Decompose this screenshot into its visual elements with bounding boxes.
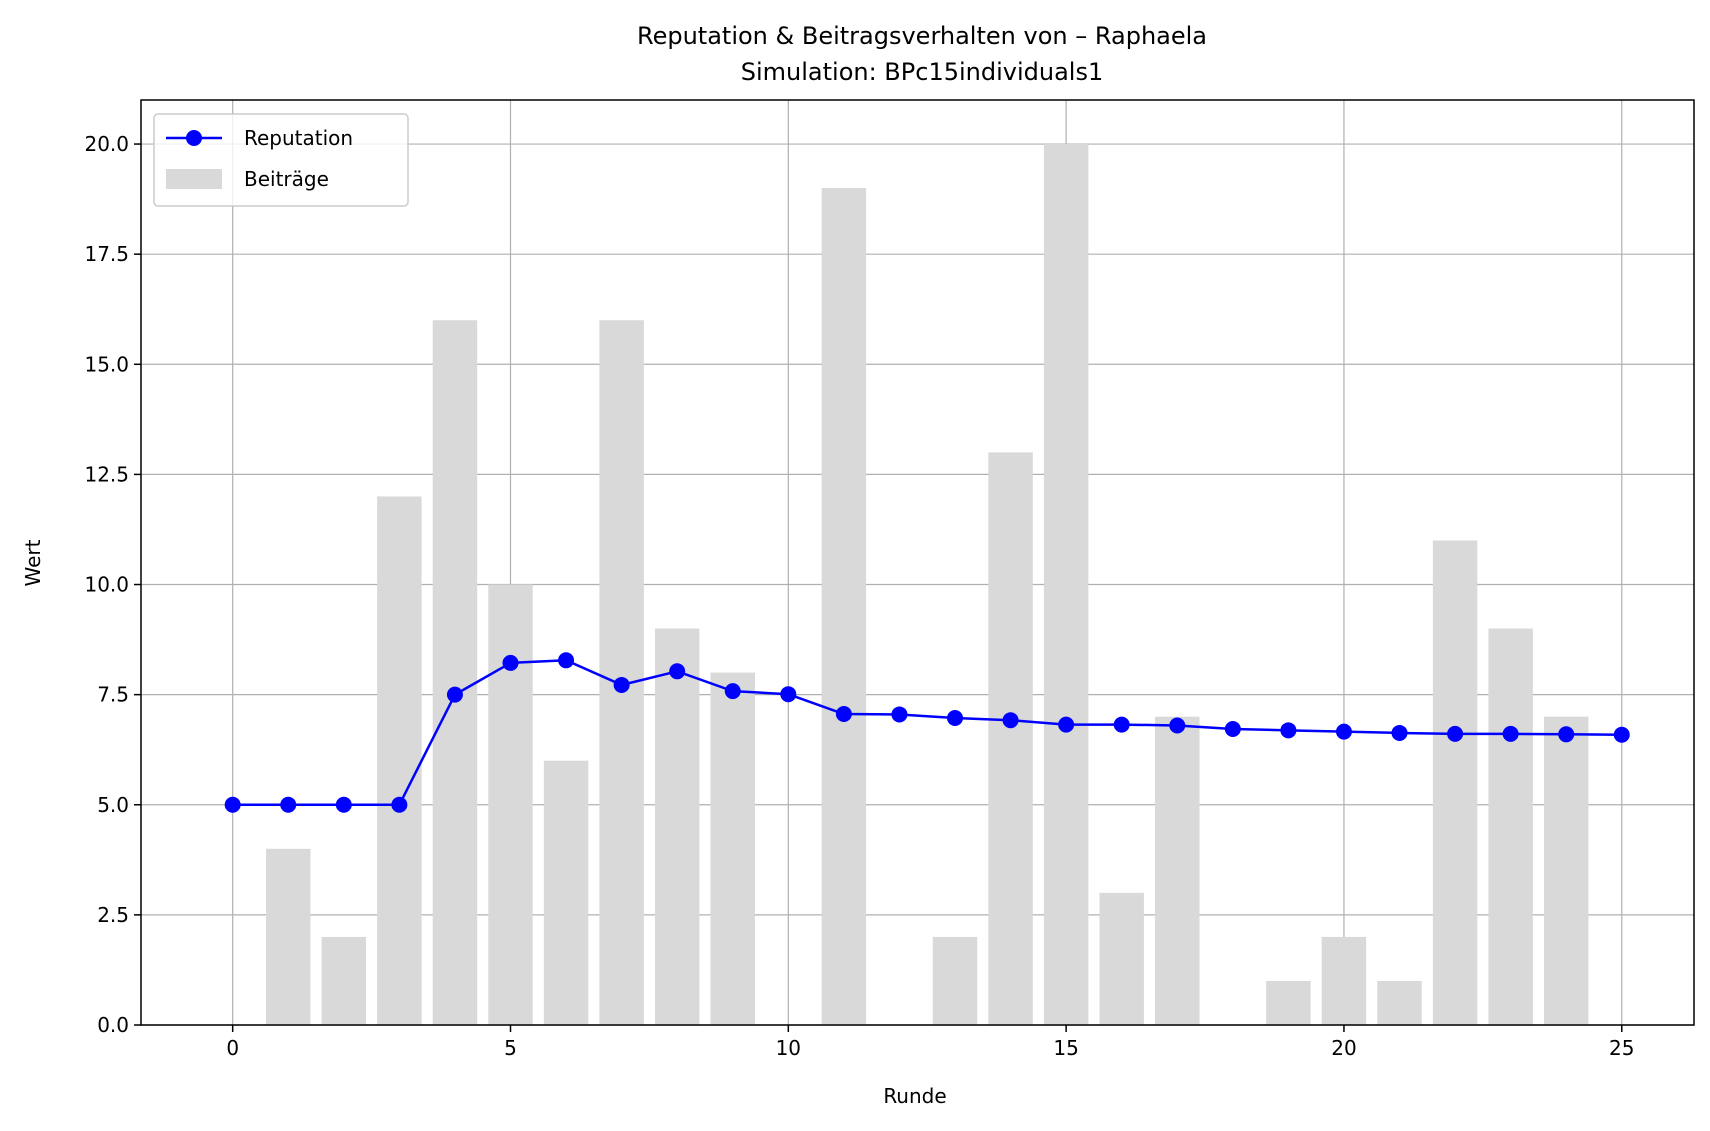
reputation-point [558, 652, 575, 669]
legend-reputation-label: Reputation [244, 126, 353, 150]
legend-beitraege-swatch [166, 169, 222, 189]
beitraege-bar [266, 848, 311, 1025]
beitraege-bar [488, 584, 533, 1025]
legend-reputation-marker [186, 130, 202, 146]
reputation-point [947, 709, 964, 726]
beitraege-bar [1155, 716, 1200, 1025]
beitraege-bar [1043, 144, 1089, 1026]
y-tick-label: 7.5 [97, 683, 129, 707]
reputation-point [1447, 725, 1464, 742]
reputation-point [335, 796, 352, 813]
chart-title: Reputation & Beitragsverhalten von – Rap… [637, 22, 1207, 50]
reputation-point [891, 706, 908, 723]
reputation-point [446, 686, 463, 703]
y-tick-label: 15.0 [84, 352, 129, 376]
x-tick-label: 5 [504, 1036, 517, 1060]
x-tick-label: 10 [776, 1036, 801, 1060]
reputation-point [669, 663, 686, 680]
x-tick-label: 0 [226, 1036, 239, 1060]
beitraege-bar [1266, 980, 1311, 1025]
reputation-point [1280, 722, 1297, 739]
reputation-line [232, 659, 1622, 807]
y-tick-label: 10.0 [84, 573, 129, 597]
chart-subtitle: Simulation: BPc15individuals1 [741, 58, 1103, 86]
reputation-point [1113, 716, 1130, 733]
x-tick-label: 20 [1331, 1036, 1356, 1060]
legend: Reputation Beiträge [153, 113, 409, 207]
x-tick-label: 15 [1053, 1036, 1078, 1060]
x-axis-label: Runde [883, 1084, 946, 1108]
beitraege-bar [543, 760, 589, 1025]
reputation-point [1224, 721, 1241, 737]
reputation-point [613, 676, 630, 693]
x-tick-label: 25 [1609, 1036, 1634, 1060]
y-axis-label: Wert [21, 539, 45, 586]
beitraege-bar [321, 936, 367, 1025]
bar-layer [266, 144, 1589, 1026]
plot-frame [140, 99, 1695, 1026]
beitraege-bar [821, 188, 867, 1026]
reputation-point [835, 706, 852, 723]
beitraege-bar [377, 496, 422, 1025]
beitraege-bar [1321, 936, 1367, 1025]
reputation-point [391, 796, 408, 813]
reputation-point [1169, 717, 1186, 734]
beitraege-bar [1543, 716, 1589, 1025]
reputation-point [1558, 726, 1575, 743]
y-tick-label: 5.0 [97, 793, 129, 817]
reputation-point [224, 796, 241, 813]
reputation-point [1058, 716, 1075, 733]
beitraege-bar [1377, 980, 1422, 1025]
y-tick-label: 2.5 [97, 903, 129, 927]
reputation-point [1002, 712, 1019, 729]
y-tick-label: 17.5 [84, 242, 129, 266]
beitraege-bar [1432, 540, 1478, 1025]
line-layer [224, 652, 1630, 813]
beitraege-bar [432, 320, 478, 1025]
reputation-point [280, 796, 297, 813]
reputation-point [724, 683, 741, 700]
beitraege-bar [1099, 892, 1144, 1025]
y-tick-label: 0.0 [97, 1013, 129, 1037]
legend-beitraege-label: Beiträge [244, 167, 329, 191]
reputation-point [502, 654, 519, 671]
reputation-point [1502, 725, 1519, 742]
beitraege-bar [988, 452, 1033, 1025]
reputation-point [1335, 723, 1352, 740]
y-tick-label: 12.5 [84, 462, 129, 486]
beitraege-bar [710, 672, 755, 1025]
reputation-point [1613, 726, 1630, 743]
axes-layer: 0 5 10 15 20 25 0.0 2.5 5.0 7.5 10.0 12.5 15.0 17.5 20… [84, 99, 1695, 1060]
reputation-point [1391, 724, 1408, 741]
y-tick-label: 20.0 [84, 132, 129, 156]
beitraege-bar [654, 628, 700, 1025]
reputation-point [780, 686, 797, 703]
beitraege-bar [932, 936, 978, 1025]
beitraege-bar [599, 320, 644, 1025]
beitraege-bar [1488, 628, 1533, 1025]
